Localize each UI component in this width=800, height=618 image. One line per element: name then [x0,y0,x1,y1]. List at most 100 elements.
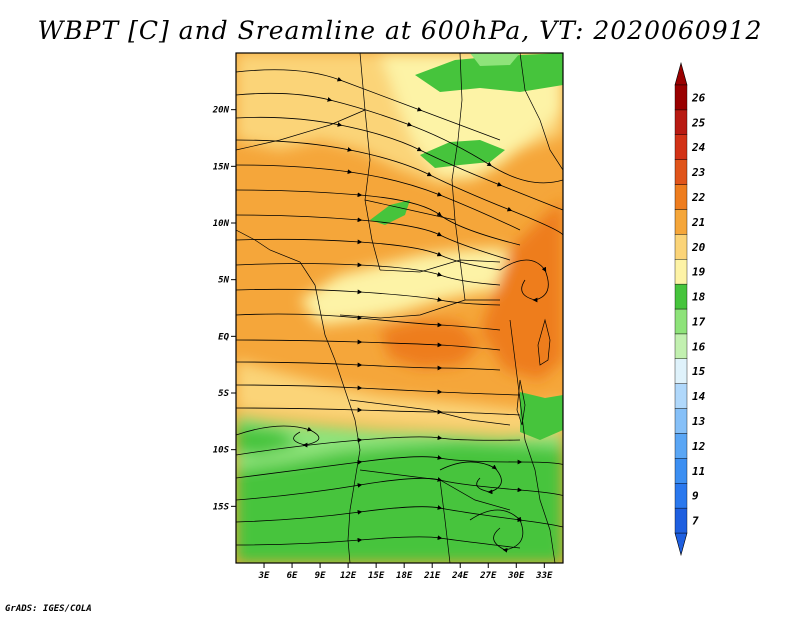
southwest-green-region [236,425,300,455]
colorbar-label: 17 [692,315,706,328]
border-line [519,53,563,171]
colorbar-swatch [674,134,688,160]
colorbar-swatch [674,408,688,434]
lat-label: 15N [213,162,230,172]
colorbar-label: 7 [692,515,699,528]
border-line [379,259,501,273]
colorbar-swatch [674,433,688,459]
colorbar-label: 13 [692,415,706,428]
streamline [236,435,521,456]
green-patch-northeast [470,53,520,66]
streamline [236,535,521,549]
colorbar-swatch [674,84,688,111]
colorbar-label: 24 [691,141,706,154]
lat-label: EQ [218,332,229,342]
colorbar-top-arrow [674,61,688,86]
lon-label: 27E [479,571,497,581]
southwest-light-orange-region [236,360,563,432]
lat-label: 10N [213,219,230,229]
lake-outline [537,318,551,366]
streamline [236,238,501,271]
green-patch-lake [520,392,563,440]
colorbar-label: 25 [691,116,706,129]
lat-label: 20N [212,106,230,116]
colorbar-swatch [674,358,688,384]
credit-text: GrADS: IGES/COLA [5,604,92,614]
central-yellow-band [300,248,525,325]
streamline [236,214,511,261]
colorbar-swatch [674,234,688,260]
lon-label: 30E [507,571,525,581]
border-line [439,479,451,563]
lon-label: 33E [535,571,553,581]
latitude-axis: 20N 15N 10N 5N EQ 5S 10S 15S [212,106,236,512]
colorbar-label: 22 [691,191,706,204]
lat-label: 5N [218,276,229,286]
streamline [499,259,549,303]
border-line [349,399,511,426]
colorbar-label: 20 [691,241,706,254]
colorbar-swatch [674,109,688,135]
colorbar-swatch [674,259,688,285]
streamline [236,288,501,306]
lon-label: 6E [287,571,298,581]
lon-label: 9E [315,571,326,581]
colorbar-label: 23 [691,166,706,179]
border-line [509,319,556,563]
streamline [236,339,501,351]
lon-label: 21E [423,571,441,581]
streamline [236,313,501,331]
border-line [359,53,381,271]
colorbar-swatch [674,184,688,210]
streamline [236,455,563,479]
streamline [236,384,521,396]
colorbar-label: 18 [692,291,706,304]
streamline [236,361,501,371]
colorbar-bottom-arrow [674,532,688,557]
colorbar-swatch [674,209,688,235]
streamline [236,262,501,286]
streamline [236,407,521,416]
colorbar-swatch [674,159,688,185]
longitude-axis: 3E 6E 9E 12E 15E 18E 21E 24E 27E 30E 33E [258,563,553,581]
lake-outline [516,379,526,426]
streamlines [236,69,563,553]
lon-label: 3E [258,571,270,581]
lon-label: 12E [340,571,357,581]
colorbar-label: 15 [692,365,706,378]
colorbar-swatch [674,458,688,484]
colorbar-swatch [674,507,688,534]
lat-label: 5S [218,389,229,399]
colorbar-swatch [674,483,688,509]
border-line [236,109,366,151]
map-title: WBPT [C] and Sreamline at 600hPa, VT: 20… [37,16,763,45]
colorbar: 7 9 11 12 13 14 15 16 17 18 19 20 21 22 23 24 25 26 [674,61,706,557]
country-borders [236,53,563,563]
colorbar-label: 16 [692,340,706,353]
border-line [339,299,500,319]
colorbar-swatch [674,383,688,409]
lon-label: 15E [368,571,385,581]
colorbar-label: 9 [692,490,699,503]
streamline [236,505,563,530]
streamline [236,425,320,448]
streamline [236,189,521,246]
coastline-west [236,229,361,563]
colorbar-label: 26 [691,91,706,104]
colorbar-label: 21 [691,216,705,229]
map-frame [235,52,564,564]
lon-label: 18E [396,571,413,581]
south-dark-green-region [236,442,563,563]
lon-label: 24E [451,571,469,581]
colorbar-label: 14 [692,390,706,403]
lat-label: 10S [213,446,230,456]
colorbar-swatch [674,283,688,310]
border-line [364,199,456,221]
colorbar-swatch [674,308,688,335]
wbpt-field [236,53,563,563]
streamline [469,509,524,553]
lat-label: 15S [213,502,230,512]
colorbar-label: 19 [692,266,706,279]
